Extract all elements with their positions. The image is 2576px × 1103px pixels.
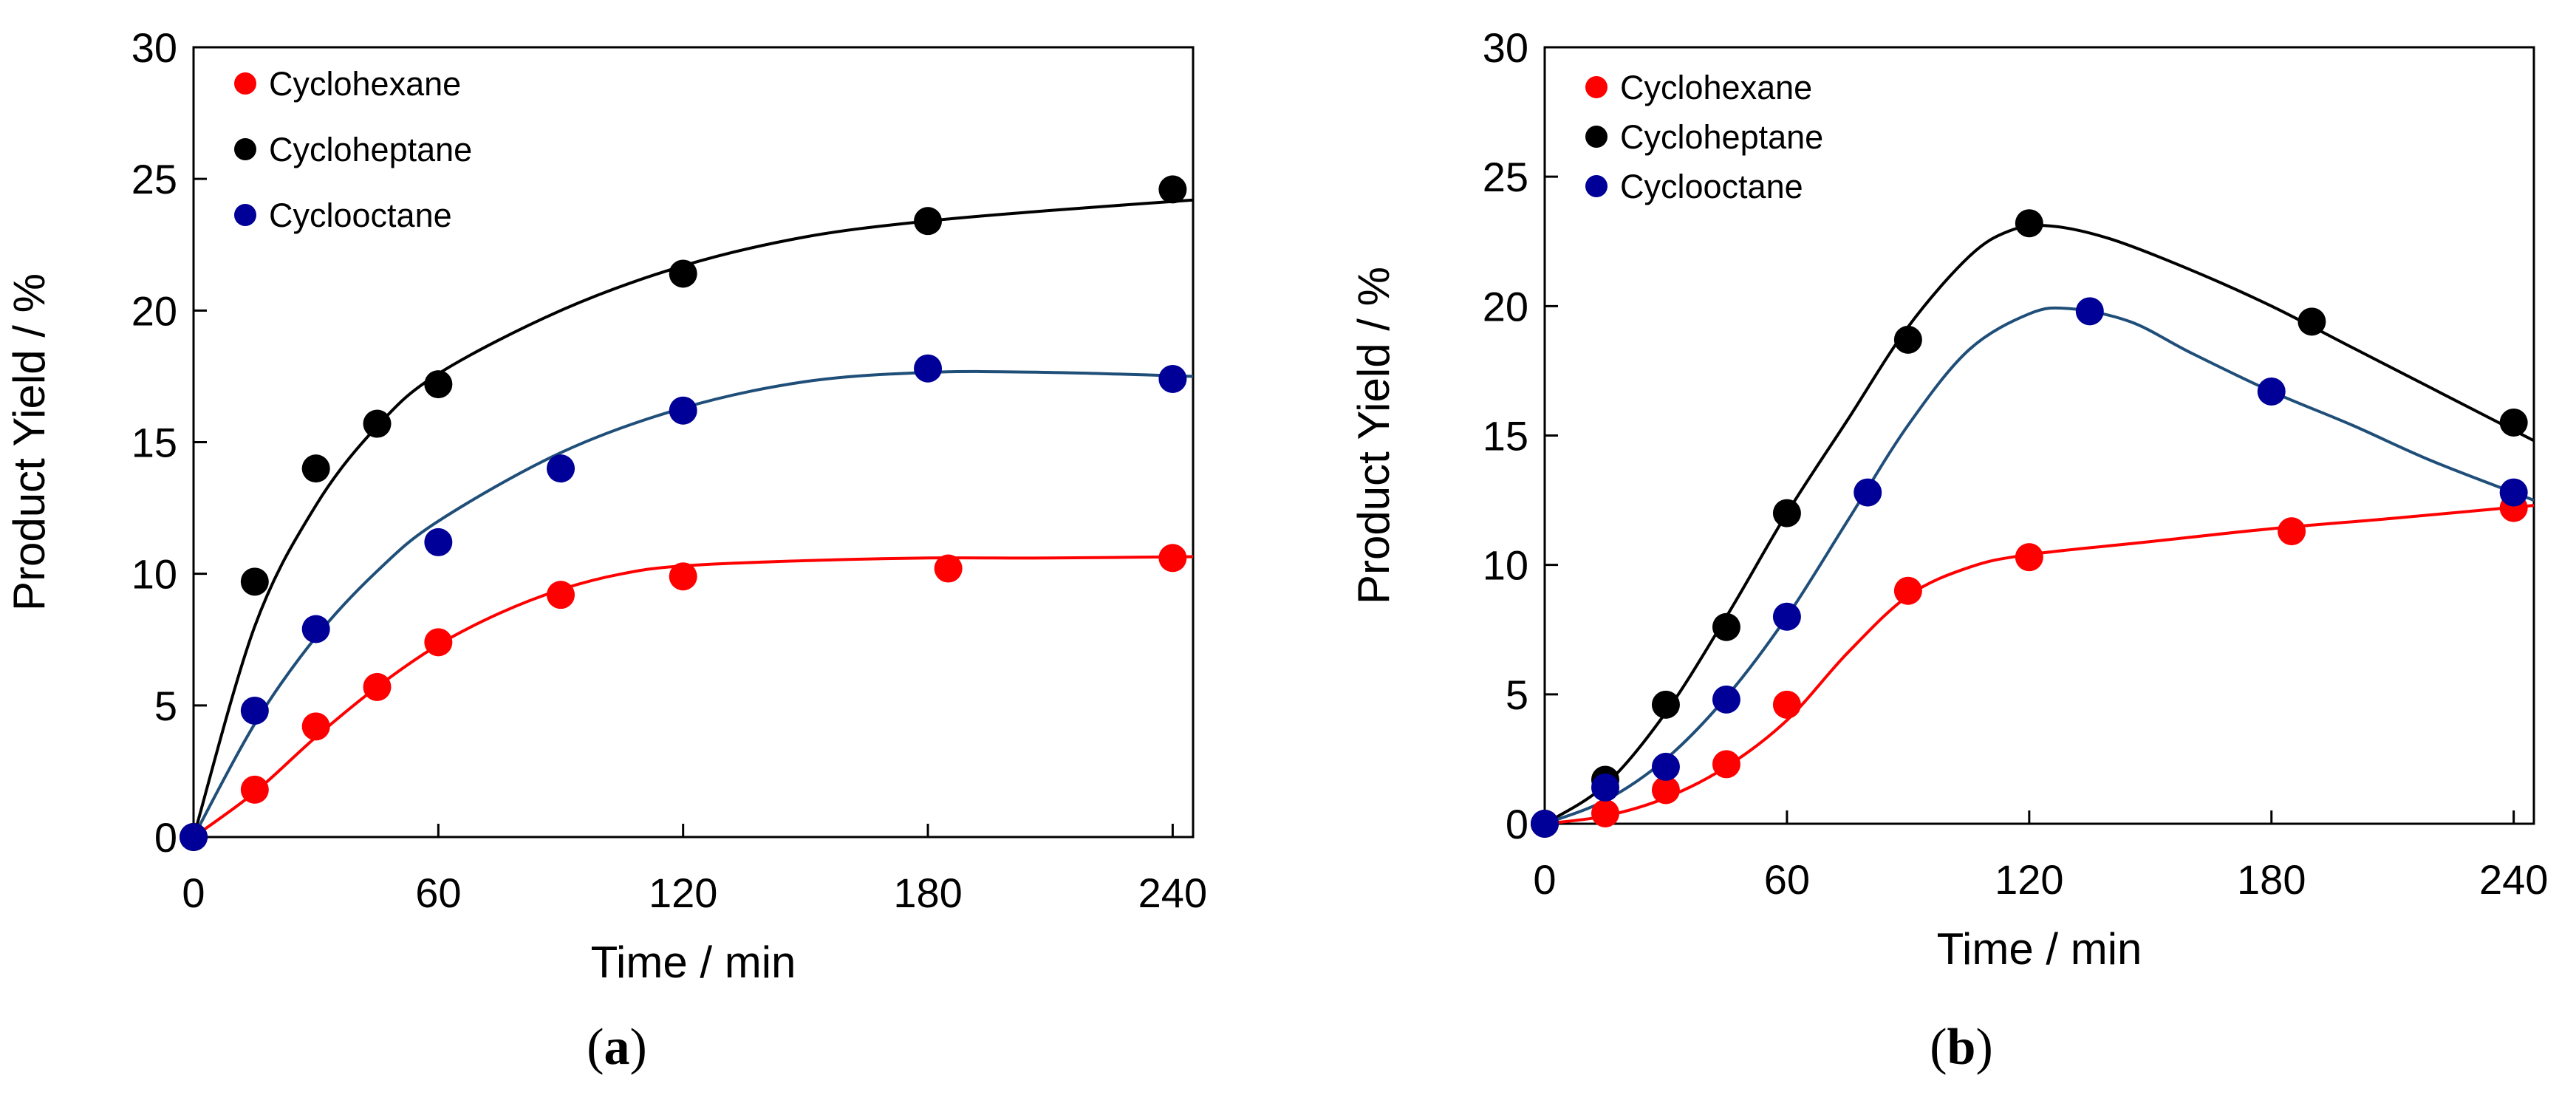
data-point-cyclohexane (1712, 750, 1740, 779)
y-tick-label: 5 (154, 683, 177, 729)
y-tick-label: 30 (131, 24, 177, 71)
fit-line-cycloheptane (194, 198, 1193, 837)
data-point-cyclooctane (1712, 685, 1740, 714)
data-point-cycloheptane (914, 207, 943, 236)
data-point-cyclooctane (1531, 810, 1559, 838)
data-point-cyclooctane (1591, 773, 1619, 802)
data-point-cyclooctane (2075, 297, 2104, 326)
fit-line-cyclooctane (1545, 306, 2534, 824)
x-tick-label: 180 (893, 870, 962, 916)
data-point-cyclooctane (1158, 364, 1187, 393)
data-point-cyclohexane (424, 628, 453, 657)
legend-marker-cycloheptane (1585, 126, 1608, 148)
y-tick-label: 25 (131, 156, 177, 202)
data-point-cycloheptane (301, 454, 330, 483)
data-point-cyclooctane (180, 823, 208, 851)
legend-marker-cyclooctane (234, 204, 256, 226)
data-point-cycloheptane (2297, 307, 2326, 336)
fit-line-cyclooctane (194, 369, 1193, 837)
y-axis-title: Product Yield / % (1349, 267, 1398, 604)
data-point-cyclohexane (934, 554, 963, 583)
data-point-cyclohexane (1651, 776, 1680, 805)
data-point-cyclohexane (2015, 543, 2043, 572)
legend-label: Cycloheptane (269, 131, 472, 168)
data-point-cyclooctane (547, 454, 575, 483)
x-tick-label: 60 (415, 870, 461, 916)
panel-label: (b) (1930, 1019, 1993, 1076)
legend-marker-cyclohexane (234, 72, 256, 95)
data-point-cyclooctane (914, 354, 943, 383)
panel-letter: a (604, 1019, 630, 1076)
legend-marker-cyclohexane (1585, 76, 1608, 98)
data-point-cyclooctane (2257, 377, 2286, 406)
data-point-cyclohexane (669, 562, 697, 591)
fit-line-cycloheptane (1545, 224, 2534, 824)
legend-marker-cycloheptane (234, 138, 256, 160)
panel-letter: b (1947, 1019, 1976, 1076)
data-point-cyclooctane (1854, 478, 1882, 507)
data-point-cycloheptane (1893, 325, 1922, 354)
data-point-cycloheptane (1651, 690, 1680, 719)
data-point-cyclohexane (1591, 799, 1619, 827)
data-point-cycloheptane (1712, 612, 1740, 641)
y-tick-label: 15 (1483, 413, 1528, 460)
data-point-cyclooctane (2499, 478, 2528, 507)
y-axis-title: Product Yield / % (4, 273, 54, 611)
x-axis-title: Time / min (591, 938, 796, 987)
data-point-cyclohexane (547, 581, 575, 609)
data-point-cyclooctane (301, 615, 330, 643)
x-tick-label: 120 (1995, 856, 2063, 903)
x-tick-label: 240 (1138, 870, 1207, 916)
y-tick-label: 0 (1506, 801, 1528, 847)
data-point-cyclohexane (301, 712, 330, 741)
panel-label: (a) (587, 1019, 647, 1076)
legend-marker-cyclooctane (1585, 175, 1608, 197)
x-tick-label: 120 (649, 870, 717, 916)
y-tick-label: 25 (1483, 154, 1528, 200)
data-point-cycloheptane (240, 567, 269, 596)
data-point-cycloheptane (2015, 209, 2043, 238)
data-point-cyclohexane (240, 775, 269, 804)
data-point-cyclooctane (240, 696, 269, 725)
data-point-cyclohexane (363, 672, 392, 701)
data-point-cyclooctane (669, 396, 697, 425)
x-tick-label: 0 (1533, 856, 1556, 903)
data-point-cycloheptane (363, 409, 392, 438)
x-tick-label: 180 (2237, 856, 2306, 903)
legend-label: Cycloheptane (1620, 118, 1823, 156)
y-tick-label: 10 (1483, 542, 1528, 589)
data-point-cyclohexane (1158, 544, 1187, 573)
data-point-cycloheptane (1158, 175, 1187, 204)
data-point-cyclooctane (424, 527, 453, 556)
y-tick-label: 30 (1483, 24, 1528, 71)
y-tick-label: 20 (131, 287, 177, 334)
data-point-cycloheptane (669, 259, 697, 288)
data-point-cycloheptane (2499, 408, 2528, 437)
legend-label: Cyclohexane (1620, 69, 1812, 106)
data-point-cycloheptane (424, 370, 453, 399)
x-tick-label: 240 (2479, 856, 2548, 903)
y-tick-label: 10 (131, 551, 177, 598)
y-tick-label: 5 (1506, 672, 1528, 718)
data-point-cycloheptane (1772, 499, 1801, 527)
x-tick-label: 60 (1764, 856, 1810, 903)
data-point-cyclohexane (1893, 576, 1922, 605)
x-tick-label: 0 (182, 870, 205, 916)
legend-label: Cyclooctane (1620, 168, 1803, 205)
x-axis-title: Time / min (1937, 924, 2142, 974)
y-tick-label: 15 (131, 420, 177, 466)
data-point-cyclohexane (1772, 690, 1801, 719)
data-point-cyclooctane (1772, 602, 1801, 631)
chart-panel-a: 0 5 10 15 20 25 30 0 60 120 180 240 Time / min Produc… (4, 24, 1207, 1076)
legend-label: Cyclooctane (269, 197, 452, 234)
y-tick-label: 20 (1483, 283, 1528, 329)
data-point-cyclohexane (2278, 517, 2306, 546)
legend-label: Cyclohexane (269, 65, 461, 103)
chart-panel-b: 0 5 10 15 20 25 30 0 60 120 180 240 Time / min Produc… (1349, 24, 2548, 1076)
y-tick-label: 0 (154, 814, 177, 861)
data-point-cyclooctane (1651, 752, 1680, 781)
